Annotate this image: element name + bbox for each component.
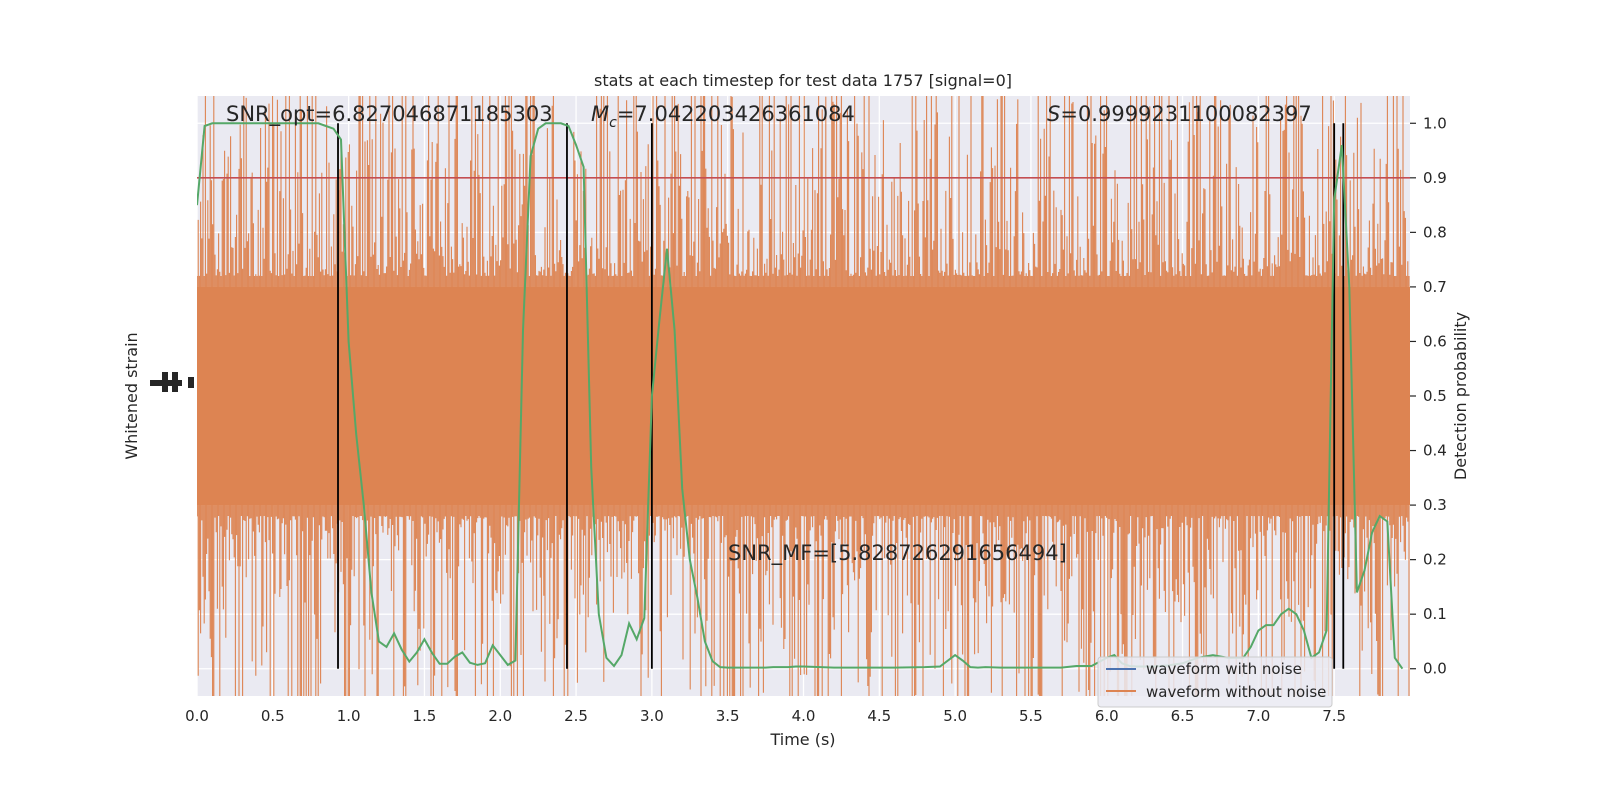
x-tick-label: 4.5: [867, 707, 891, 725]
annotation-snr-opt: SNR_opt=6.827046871185303: [226, 102, 553, 127]
x-tick-label: 2.0: [488, 707, 512, 725]
legend: waveform with noise waveform without noi…: [1097, 656, 1333, 708]
right-tick-label: 1.0: [1423, 114, 1447, 132]
x-tick-label: 6.5: [1171, 707, 1195, 725]
x-tick-label: 5.5: [1019, 707, 1043, 725]
x-tick-label: 4.0: [792, 707, 816, 725]
legend-label-with-noise: waveform with noise: [1146, 660, 1302, 678]
right-axis-ticks: 0.0 0.1 0.2 0.3 0.4 0.5 0.6 0.7 0.8 0.9 1.0: [1410, 114, 1447, 678]
annotation-snr-mf: SNR_MF=[5.828726291656494]: [728, 541, 1067, 566]
x-tick-label: 3.5: [716, 707, 740, 725]
x-tick-label: 0.5: [261, 707, 285, 725]
x-tick-label: 1.0: [337, 707, 361, 725]
noise-spikes: [197, 96, 1410, 696]
s-value: =0.9999231100082397: [1060, 102, 1311, 126]
x-axis-label: Time (s): [769, 730, 835, 749]
x-tick-label: 2.5: [564, 707, 588, 725]
x-tick-label: 3.0: [640, 707, 664, 725]
right-tick-label: 0.6: [1423, 332, 1447, 350]
annotation-s-value: S=0.9999231100082397: [1047, 102, 1312, 126]
left-axis-label: Whitened strain: [122, 332, 141, 459]
left-tick-block: [172, 372, 178, 392]
x-tick-label: 7.5: [1322, 707, 1346, 725]
chirp-mass-value: =7.042203426361084: [617, 102, 855, 126]
left-axis-tick-cluster: [150, 372, 194, 392]
right-tick-label: 0.1: [1423, 605, 1447, 623]
left-tick-block: [162, 372, 168, 392]
waveform-without-noise-series: [197, 96, 1410, 696]
chart-title: stats at each timestep for test data 175…: [594, 71, 1012, 90]
right-tick-label: 0.3: [1423, 496, 1447, 514]
left-tick-marker: [188, 377, 194, 388]
right-tick-label: 0.9: [1423, 169, 1447, 187]
legend-box: [1097, 656, 1333, 708]
annotation-chirp-mass: Mc=7.042203426361084: [591, 102, 855, 131]
x-tick-label: 6.0: [1095, 707, 1119, 725]
right-tick-label: 0.2: [1423, 551, 1447, 569]
right-tick-label: 0.4: [1423, 442, 1447, 460]
s-symbol: S: [1047, 102, 1060, 126]
x-tick-label: 0.0: [185, 707, 209, 725]
x-axis-ticks: 0.0 0.5 1.0 1.5 2.0 2.5 3.0 3.5 4.0 4.5 5.0 5.5 6.0 6…: [185, 707, 1346, 725]
right-tick-label: 0.7: [1423, 278, 1447, 296]
right-tick-label: 0.5: [1423, 387, 1447, 405]
right-tick-label: 0.8: [1423, 223, 1447, 241]
x-tick-label: 1.5: [413, 707, 437, 725]
x-tick-label: 5.0: [943, 707, 967, 725]
chirp-mass-subscript: c: [609, 115, 617, 131]
legend-label-without-noise: waveform without noise: [1146, 683, 1326, 701]
right-axis-label: Detection probability: [1451, 312, 1470, 480]
chirp-mass-symbol: M: [591, 102, 609, 126]
x-tick-label: 7.0: [1246, 707, 1270, 725]
right-tick-label: 0.0: [1423, 660, 1447, 678]
